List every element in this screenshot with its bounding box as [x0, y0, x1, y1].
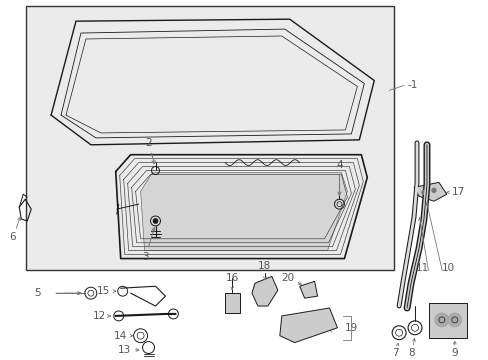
Text: 18: 18: [258, 261, 271, 271]
Text: 2: 2: [145, 138, 155, 164]
Polygon shape: [299, 281, 317, 298]
Polygon shape: [413, 183, 446, 201]
Text: 20: 20: [281, 273, 294, 283]
Circle shape: [431, 188, 435, 192]
Polygon shape: [251, 276, 277, 306]
Circle shape: [421, 190, 425, 194]
Text: 16: 16: [225, 273, 238, 283]
Text: 5: 5: [35, 288, 41, 298]
Polygon shape: [279, 308, 337, 343]
Text: 13: 13: [117, 345, 130, 355]
Text: 17: 17: [451, 187, 464, 197]
Text: 9: 9: [450, 347, 457, 357]
Text: 10: 10: [441, 264, 454, 274]
Text: 14: 14: [113, 331, 126, 341]
Text: 8: 8: [408, 347, 414, 357]
Circle shape: [447, 313, 461, 327]
Text: 4: 4: [335, 159, 342, 195]
Text: 12: 12: [92, 311, 105, 321]
Text: 6: 6: [9, 232, 16, 242]
Text: 3: 3: [142, 228, 155, 262]
Text: 19: 19: [344, 323, 357, 333]
Circle shape: [153, 219, 158, 224]
Text: 15: 15: [96, 286, 109, 296]
Text: 7: 7: [391, 347, 398, 357]
Text: 11: 11: [415, 264, 428, 274]
Circle shape: [434, 313, 448, 327]
Polygon shape: [224, 293, 240, 313]
Bar: [26, 6, 393, 270]
Polygon shape: [141, 172, 346, 251]
Text: -1: -1: [406, 81, 417, 90]
Polygon shape: [428, 303, 466, 338]
